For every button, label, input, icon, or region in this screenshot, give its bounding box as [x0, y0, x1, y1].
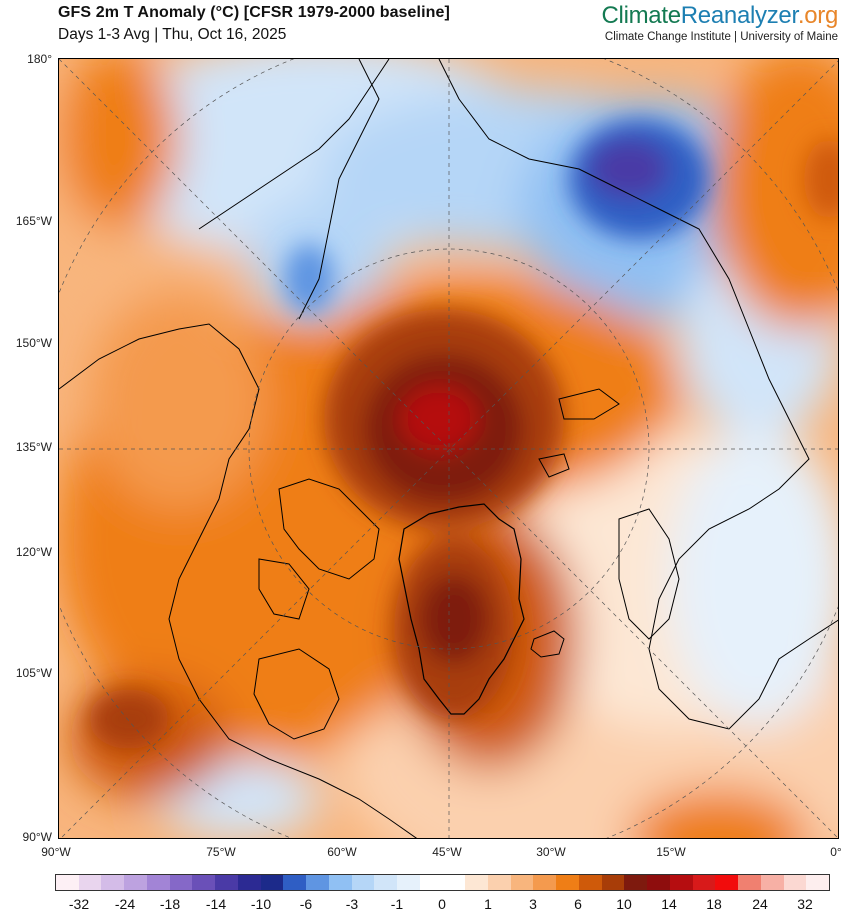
colorbar-swatch [624, 875, 648, 890]
colorbar-swatch [328, 875, 352, 890]
novaya-zemlya-coastline [558, 388, 620, 420]
colorbar-swatch [806, 875, 829, 890]
eurasia-coastline [438, 59, 838, 730]
bottom-axis-label-1: 90°W [41, 845, 71, 859]
brand-block: ClimateReanalyzer.org Climate Change Ins… [602, 2, 839, 43]
iceland-coastline [530, 630, 565, 658]
colorbar-swatch [419, 875, 443, 890]
colorbar-swatch [442, 875, 466, 890]
colorbar-swatch [101, 875, 125, 890]
colorbar-label: -32 [68, 896, 90, 912]
colorbar-swatch [783, 875, 807, 890]
colorbar-swatch [556, 875, 579, 890]
brand-logo[interactable]: ClimateReanalyzer.org [601, 2, 839, 29]
colorbar-swatch [715, 875, 739, 890]
colorbar-label: -10 [250, 896, 272, 912]
colorbar [55, 874, 830, 891]
colorbar-label: -1 [390, 896, 404, 912]
colorbar-label: 14 [661, 896, 677, 912]
bottom-axis-label-6: 15°W [656, 845, 686, 859]
bottom-axis-label-2: 75°W [206, 845, 236, 859]
graticule [59, 59, 838, 838]
left-axis-label-1: 180° [27, 52, 52, 66]
colorbar-swatch [510, 875, 534, 890]
colorbar-label: -18 [159, 896, 181, 912]
colorbar-swatch [260, 875, 284, 890]
bottom-axis-label-3: 60°W [327, 845, 357, 859]
siberia-coastline [298, 59, 380, 320]
colorbar-swatch [465, 875, 488, 890]
colorbar-swatch [237, 875, 261, 890]
colorbar-swatch [78, 875, 102, 890]
colorbar-swatch [738, 875, 761, 890]
colorbar-swatch [56, 875, 79, 890]
colorbar-swatch [146, 875, 170, 890]
colorbar-label: -6 [299, 896, 313, 912]
bottom-axis-label-5: 30°W [536, 845, 566, 859]
left-axis-label-6: 105°W [15, 666, 52, 680]
svalbard-coastline [538, 453, 570, 478]
chart-title: GFS 2m T Anomaly (°C) [CFSR 1979-2000 ba… [58, 4, 450, 21]
colorbar-label: 3 [529, 896, 537, 912]
scandinavia-coastline [618, 508, 680, 640]
colorbar-swatch [578, 875, 602, 890]
canada-archipelago-coastline [258, 478, 380, 620]
brand-tagline: Climate Change Institute | University of… [604, 31, 838, 43]
colorbar-swatch [397, 875, 420, 890]
colorbar-swatch [351, 875, 375, 890]
colorbar-swatch [760, 875, 784, 890]
colorbar-label: 10 [616, 896, 632, 912]
colorbar-label: -24 [114, 896, 136, 912]
colorbar-swatch [283, 875, 307, 890]
colorbar-label: 24 [752, 896, 768, 912]
colorbar-swatch [192, 875, 216, 890]
colorbar-swatch [374, 875, 398, 890]
left-axis-label-7: 90°W [22, 830, 52, 844]
colorbar-label: -3 [345, 896, 359, 912]
alaska-coastline [198, 59, 390, 230]
colorbar-swatch [669, 875, 693, 890]
left-axis-label-4: 135°W [15, 440, 52, 454]
north-america-coastline [59, 323, 418, 838]
colorbar-swatch [647, 875, 670, 890]
colorbar-label: 6 [574, 896, 582, 912]
bottom-axis-label-4: 45°W [432, 845, 462, 859]
hudson-bay-coastline [253, 648, 340, 740]
colorbar-swatch [306, 875, 329, 890]
anomaly-map [58, 58, 839, 839]
colorbar-label: 1 [484, 896, 492, 912]
left-axis-label-5: 120°W [15, 545, 52, 559]
bottom-axis-label-7: 0° [830, 845, 842, 859]
colorbar-swatch [215, 875, 238, 890]
left-axis-label-2: 165°W [15, 214, 52, 228]
colorbar-swatch [533, 875, 557, 890]
colorbar-label: 32 [797, 896, 813, 912]
colorbar-swatch [487, 875, 511, 890]
chart-subtitle: Days 1-3 Avg | Thu, Oct 16, 2025 [58, 26, 287, 43]
colorbar-swatch [601, 875, 625, 890]
colorbar-label: 0 [438, 896, 446, 912]
anomaly-hotspots [89, 119, 838, 749]
colorbar-label: 18 [706, 896, 722, 912]
colorbar-label: -14 [205, 896, 227, 912]
colorbar-swatch [692, 875, 716, 890]
colorbar-swatch [124, 875, 147, 890]
colorbar-swatch [169, 875, 193, 890]
left-axis-label-3: 150°W [15, 336, 52, 350]
greenland-coastline [398, 503, 525, 715]
